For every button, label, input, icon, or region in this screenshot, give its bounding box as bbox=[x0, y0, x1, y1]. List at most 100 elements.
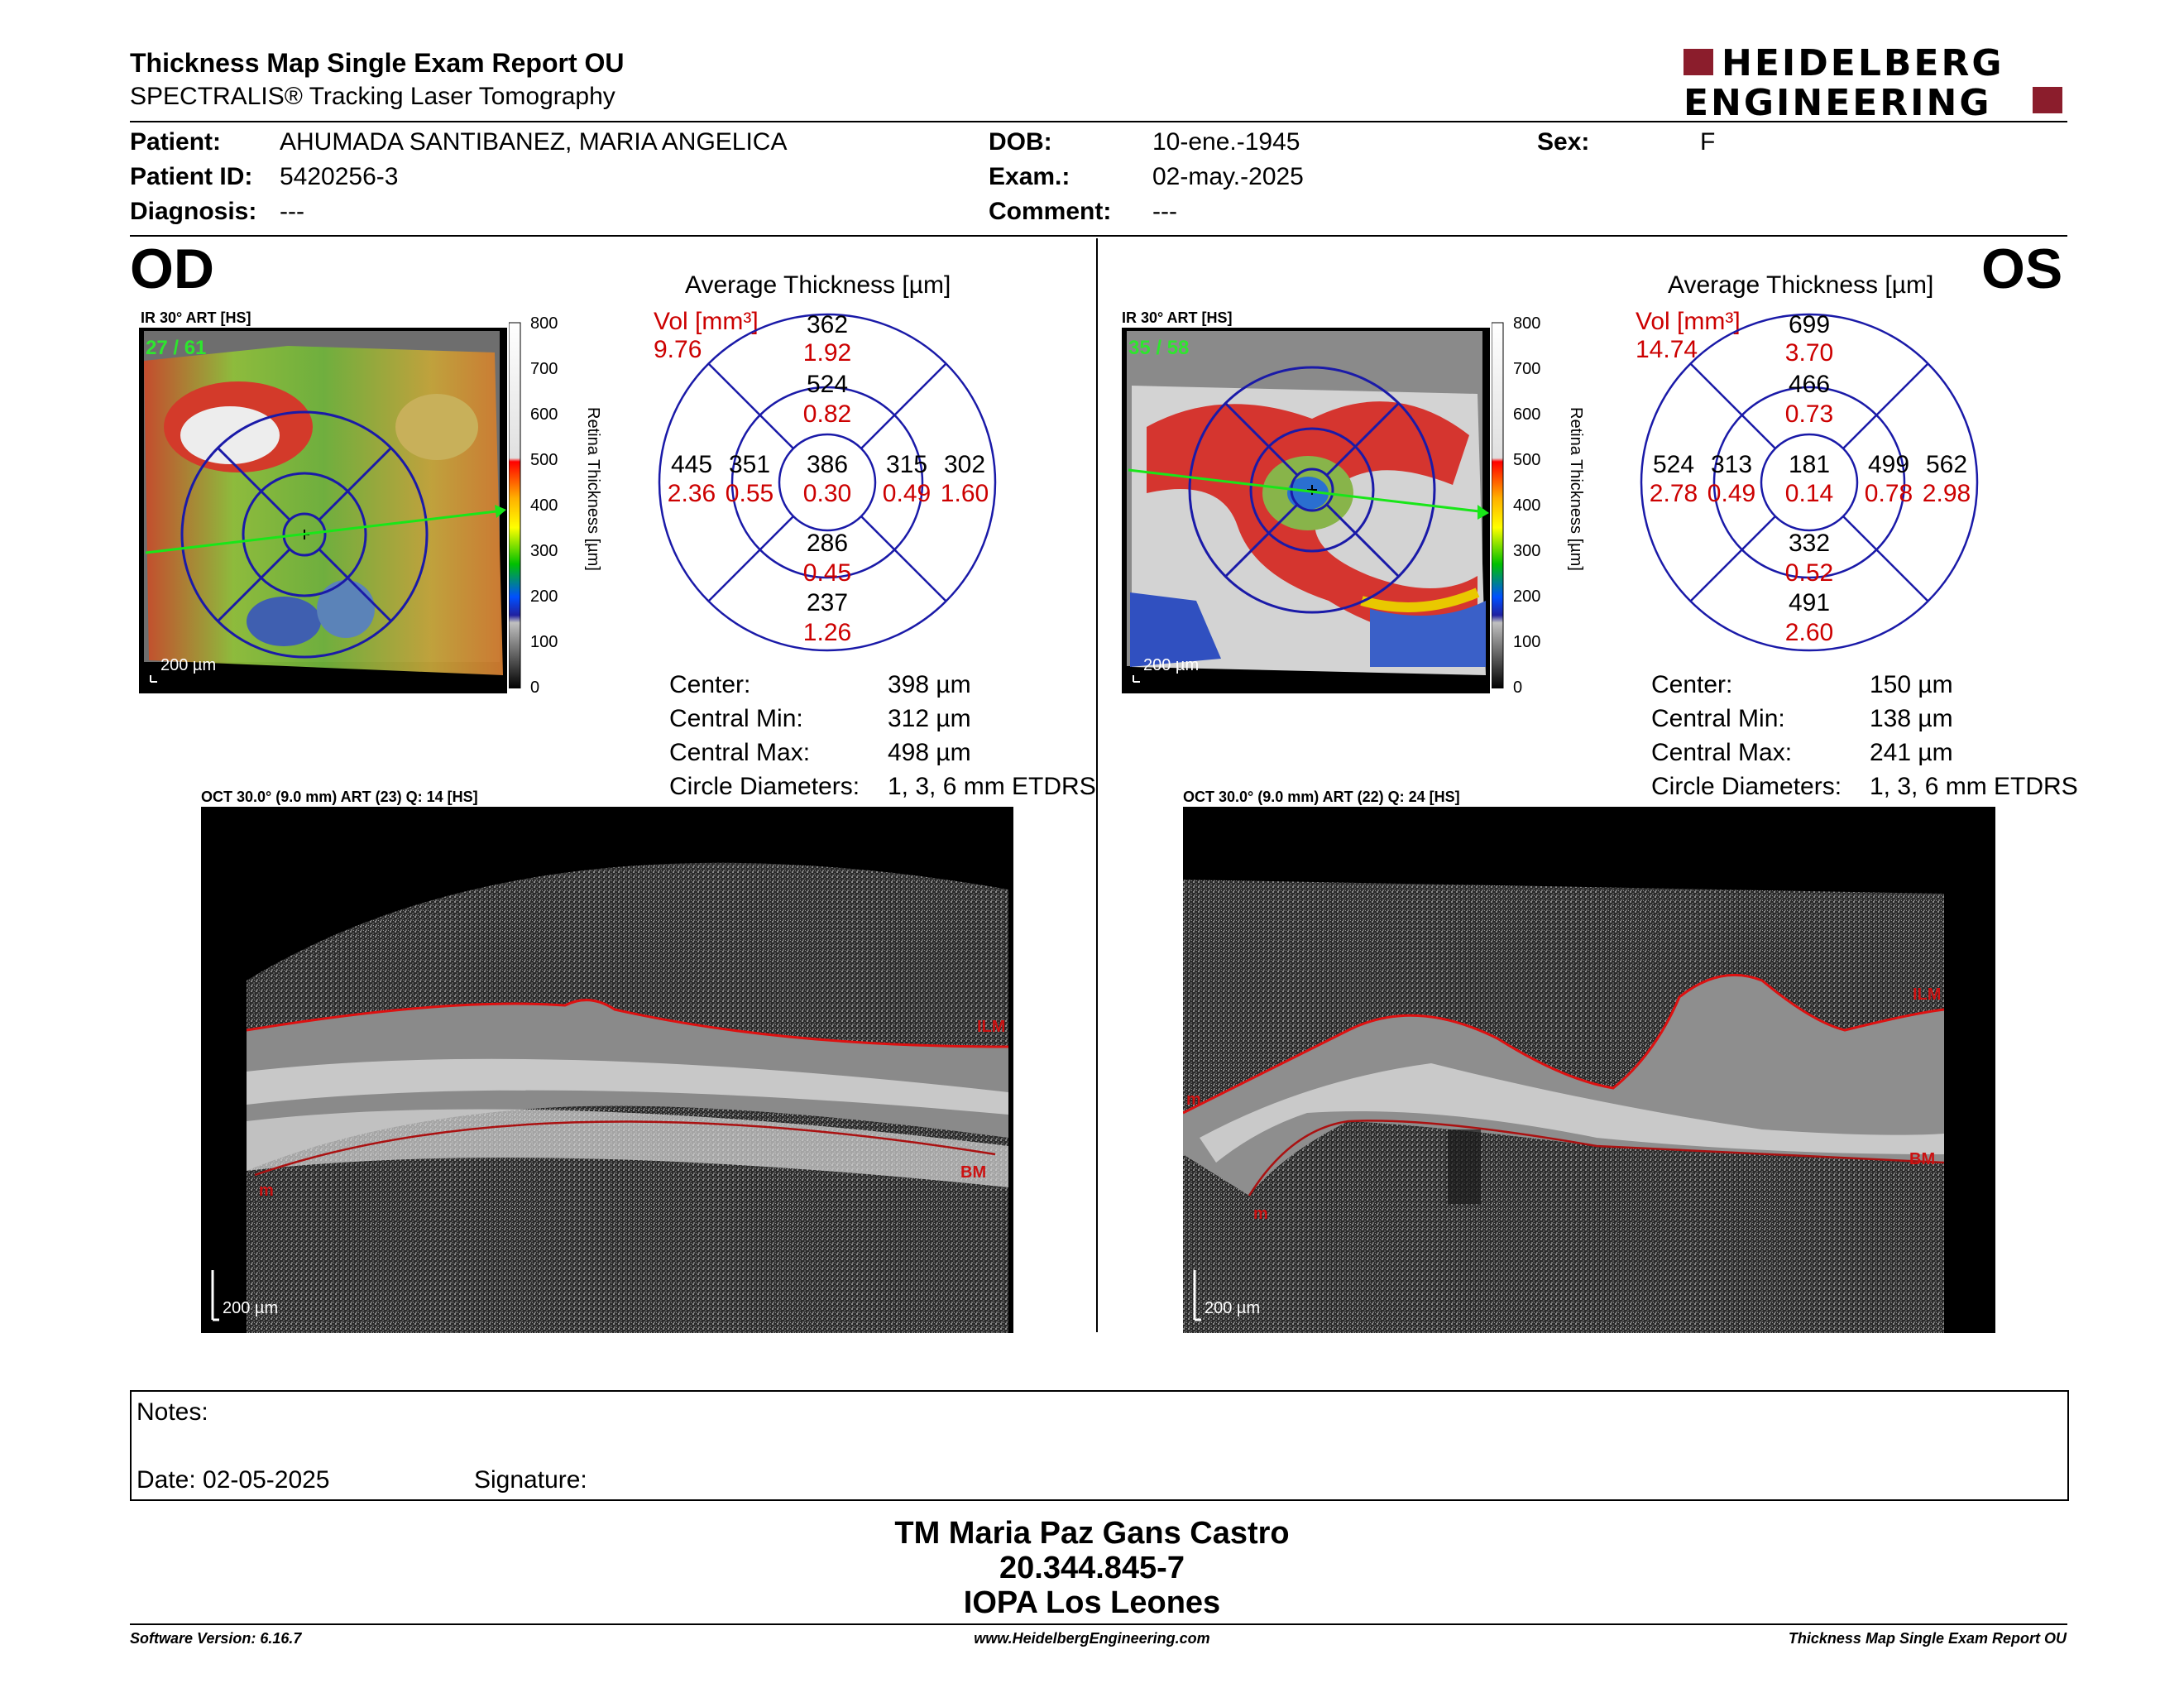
od-vol-label: Vol [mm³] bbox=[654, 308, 759, 335]
patient-label: Patient: bbox=[130, 128, 222, 156]
os-avg-title: Average Thickness [µm] bbox=[1668, 271, 1934, 299]
os-cbar-tick-700: 700 bbox=[1513, 360, 1541, 378]
os-bm-label: BM bbox=[1909, 1150, 1935, 1168]
od-cbar-label: Retina Thickness [µm] bbox=[584, 407, 602, 571]
report-subtitle: SPECTRALIS® Tracking Laser Tomography bbox=[130, 83, 615, 110]
os-inner-sup-volume: 0.73 bbox=[1784, 400, 1834, 428]
comment-value: --- bbox=[1152, 198, 1177, 225]
os-etdrs-grid bbox=[1640, 313, 1979, 652]
od-etdrs-grid bbox=[658, 313, 997, 652]
exam-label: Exam.: bbox=[989, 163, 1070, 190]
dob-value: 10-ene.-1945 bbox=[1152, 128, 1300, 156]
os-scale-label: 200 µm bbox=[1143, 656, 1199, 674]
comment-label: Comment: bbox=[989, 198, 1112, 225]
patient-name: AHUMADA SANTIBANEZ, MARIA ANGELICA bbox=[280, 128, 788, 156]
os-m-label-bottom: m bbox=[1253, 1205, 1268, 1223]
os-scan-line bbox=[1128, 468, 1480, 513]
od-cbar-tick-100: 100 bbox=[530, 633, 558, 651]
os-ir-caption: IR 30° ART [HS] bbox=[1122, 309, 1233, 326]
od-outer-nas-thickness: 302 bbox=[943, 451, 986, 478]
os-stat-label: Circle Diameters: bbox=[1651, 773, 1842, 800]
od-outer-temp-volume: 2.36 bbox=[667, 480, 716, 507]
od-cbar-tick-200: 200 bbox=[530, 587, 558, 606]
os-inner-nas-thickness: 499 bbox=[1867, 451, 1910, 478]
patient-id: 5420256-3 bbox=[280, 163, 399, 190]
od-ilm-label: ILM bbox=[977, 1018, 1005, 1036]
footer-report-name: Thickness Map Single Exam Report OU bbox=[1788, 1630, 2067, 1647]
od-stat-label: Central Max: bbox=[669, 739, 811, 766]
od-cbar-tick-300: 300 bbox=[530, 542, 558, 560]
os-outer-sup-volume: 3.70 bbox=[1784, 339, 1834, 367]
os-center-volume: 0.14 bbox=[1784, 480, 1834, 507]
os-outer-temp-thickness: 524 bbox=[1652, 451, 1695, 478]
website-link[interactable]: www.HeidelbergEngineering.com bbox=[974, 1630, 1210, 1647]
od-oct-scan: ILM BM m 200 µm bbox=[201, 807, 1013, 1333]
os-stat-value: 241 µm bbox=[1870, 739, 1953, 766]
exam-date: 02-may.-2025 bbox=[1152, 163, 1304, 190]
od-oct-caption: OCT 30.0° (9.0 mm) ART (23) Q: 14 [HS] bbox=[201, 789, 478, 805]
os-scan-arrow bbox=[1478, 505, 1489, 520]
os-inner-temp-thickness: 313 bbox=[1710, 451, 1753, 478]
od-etdrs-overlay bbox=[180, 410, 429, 659]
od-scan-arrow bbox=[495, 505, 506, 518]
od-scale-label: 200 µm bbox=[160, 656, 216, 674]
os-stat-label: Central Max: bbox=[1651, 739, 1793, 766]
od-stat-value: 1, 3, 6 mm ETDRS bbox=[888, 773, 1096, 800]
od-inner-inf-thickness: 286 bbox=[806, 530, 849, 557]
os-cbar-tick-800: 800 bbox=[1513, 314, 1541, 333]
od-thickness-map: 27 / 61 200 µm bbox=[139, 328, 507, 693]
os-inner-sup-thickness: 466 bbox=[1788, 371, 1831, 398]
os-cbar-tick-600: 600 bbox=[1513, 405, 1541, 424]
eye-divider bbox=[1096, 238, 1098, 1332]
od-cbar-tick-700: 700 bbox=[530, 360, 558, 378]
signature-id: 20.344.845-7 bbox=[999, 1551, 1185, 1585]
notes-label: Notes: bbox=[136, 1398, 208, 1426]
od-inner-sup-volume: 0.82 bbox=[802, 400, 852, 428]
os-outer-nas-volume: 2.98 bbox=[1922, 480, 1971, 507]
od-bm-label: BM bbox=[960, 1163, 986, 1182]
od-inner-temp-volume: 0.55 bbox=[725, 480, 774, 507]
sex-value: F bbox=[1700, 128, 1716, 156]
signature-name: TM Maria Paz Gans Castro bbox=[894, 1516, 1290, 1551]
os-vol-label: Vol [mm³] bbox=[1636, 308, 1741, 335]
os-inner-inf-thickness: 332 bbox=[1788, 530, 1831, 557]
od-outer-sup-thickness: 362 bbox=[806, 311, 849, 338]
od-frame-counter: 27 / 61 bbox=[146, 337, 206, 359]
os-frame-counter: 35 / 58 bbox=[1128, 337, 1189, 359]
software-version: Software Version: 6.16.7 bbox=[130, 1630, 302, 1647]
os-oct-scan: ILM BM m m 200 µm bbox=[1183, 807, 1995, 1333]
date-label: Date: 02-05-2025 bbox=[136, 1466, 330, 1494]
od-cbar-tick-500: 500 bbox=[530, 451, 558, 469]
os-thickness-map: 35 / 58 200 µm bbox=[1122, 328, 1490, 693]
od-ir-caption: IR 30° ART [HS] bbox=[141, 309, 251, 326]
od-inner-inf-volume: 0.45 bbox=[802, 559, 852, 587]
od-stat-label: Center: bbox=[669, 671, 751, 698]
od-cbar-tick-800: 800 bbox=[530, 314, 558, 333]
os-m-label-left: m bbox=[1186, 1091, 1201, 1109]
od-inner-nas-thickness: 315 bbox=[885, 451, 928, 478]
os-stat-value: 150 µm bbox=[1870, 671, 1953, 698]
diagnosis-label: Diagnosis: bbox=[130, 198, 257, 225]
od-outer-sup-volume: 1.92 bbox=[802, 339, 852, 367]
os-colorbar: 800 700 600 500 400 300 200 100 0 Retina… bbox=[1491, 314, 1591, 697]
od-avg-title: Average Thickness [µm] bbox=[685, 271, 951, 299]
os-ilm-label: ILM bbox=[1913, 985, 1941, 1004]
logo-text-top: HEIDELBERG bbox=[1722, 42, 2004, 84]
od-center-volume: 0.30 bbox=[802, 480, 852, 507]
os-cbar-tick-100: 100 bbox=[1513, 633, 1541, 651]
os-cbar-tick-200: 200 bbox=[1513, 587, 1541, 606]
notes-box: Notes: Date: 02-05-2025 Signature: bbox=[130, 1390, 2069, 1501]
od-stat-value: 398 µm bbox=[888, 671, 971, 698]
os-outer-inf-volume: 2.60 bbox=[1784, 619, 1834, 646]
os-outer-nas-thickness: 562 bbox=[1925, 451, 1968, 478]
report-title: Thickness Map Single Exam Report OU bbox=[130, 48, 625, 78]
os-inner-temp-volume: 0.49 bbox=[1707, 480, 1756, 507]
od-vol-total: 9.76 bbox=[654, 336, 702, 363]
diagnosis-value: --- bbox=[280, 198, 304, 225]
sex-label: Sex: bbox=[1537, 128, 1590, 156]
patient-id-label: Patient ID: bbox=[130, 163, 253, 190]
od-colorbar: 800 700 600 500 400 300 200 100 0 Retina… bbox=[508, 314, 608, 697]
os-cbar-tick-500: 500 bbox=[1513, 451, 1541, 469]
os-cbar-tick-0: 0 bbox=[1513, 679, 1523, 697]
os-outer-sup-thickness: 699 bbox=[1788, 311, 1831, 338]
